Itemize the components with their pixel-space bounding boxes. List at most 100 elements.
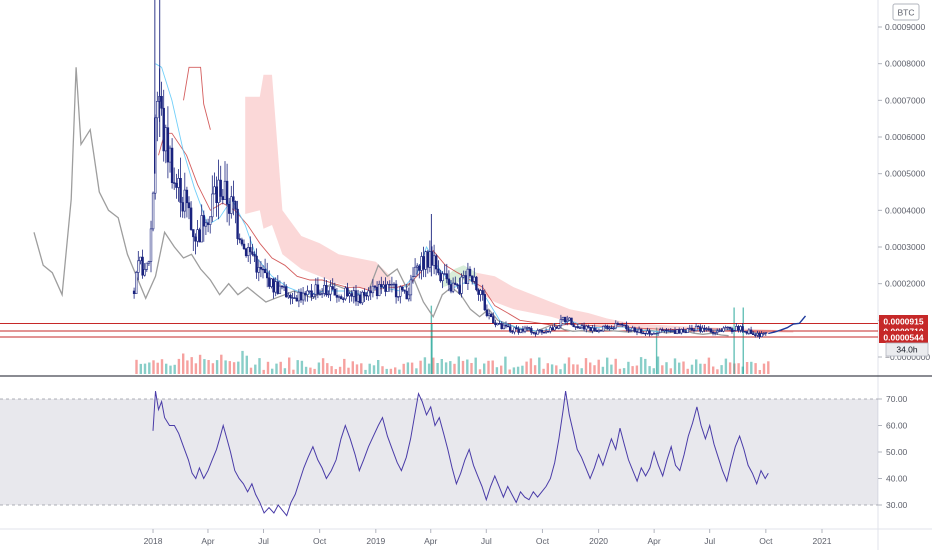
candle-body xyxy=(399,286,402,297)
volume-bar xyxy=(288,357,291,374)
candle-body xyxy=(274,281,277,293)
volume-bar xyxy=(516,366,520,374)
candle-body xyxy=(196,229,199,242)
candle-body xyxy=(164,127,167,152)
volume-bar xyxy=(682,361,685,374)
candle-body xyxy=(259,266,263,270)
candle-body xyxy=(606,325,609,330)
price-tick-label: −0.0000000 xyxy=(885,352,930,362)
candle-body xyxy=(447,278,451,285)
candle-body xyxy=(694,325,698,332)
candle-body xyxy=(498,323,501,325)
candle-body xyxy=(663,329,666,331)
candle-body xyxy=(751,333,755,336)
volume-bar xyxy=(512,367,516,374)
time-tick-label: Oct xyxy=(759,536,773,546)
time-tick-label: Jul xyxy=(704,536,715,546)
candle-body xyxy=(644,332,647,335)
candle-body xyxy=(508,326,512,332)
candle-body xyxy=(540,329,544,333)
volume-bar xyxy=(249,367,253,374)
candle-body xyxy=(327,293,330,296)
candle-body xyxy=(434,255,438,270)
candle-body xyxy=(477,289,480,295)
candle-body xyxy=(637,328,641,333)
candle-body xyxy=(350,293,353,297)
candle-body xyxy=(375,286,379,297)
candle-body xyxy=(460,276,463,294)
candle-body xyxy=(680,329,683,334)
candle-body xyxy=(576,326,580,329)
rsi-series-line xyxy=(152,391,769,517)
candle-body xyxy=(701,327,704,332)
candle-body xyxy=(551,327,554,331)
candle-body xyxy=(677,329,681,334)
candle-body xyxy=(530,328,533,333)
candle-body xyxy=(236,208,239,239)
candle-body xyxy=(173,182,176,184)
candle-body xyxy=(221,196,224,201)
rsi-band-fill xyxy=(0,399,878,505)
candle-body xyxy=(268,277,271,287)
candle-body xyxy=(696,325,700,328)
price-tick-label: 0.0007000 xyxy=(885,95,925,105)
volume-bar xyxy=(631,366,634,374)
countdown-badge: 34.0h xyxy=(885,342,929,357)
candle-body xyxy=(764,332,768,334)
candle-body xyxy=(555,326,558,329)
volume-bar xyxy=(500,365,503,374)
volume-bar xyxy=(639,357,643,374)
price-label: 0.0000544 xyxy=(883,333,923,343)
time-tick-label: Apr xyxy=(201,536,214,546)
candle-body xyxy=(331,286,334,290)
volume-bar xyxy=(296,360,299,374)
candle-body xyxy=(654,332,658,335)
candle-body xyxy=(219,179,222,197)
candle-body xyxy=(369,290,372,294)
candle-body xyxy=(346,287,349,297)
volume-bar xyxy=(334,369,337,374)
candle-body xyxy=(411,276,415,281)
candle-body xyxy=(513,327,516,333)
candle-body xyxy=(703,327,706,330)
candle-body xyxy=(384,284,387,292)
candle-body xyxy=(487,313,491,316)
volume-bar xyxy=(550,364,554,374)
volume-bar xyxy=(415,368,418,374)
volume-bar xyxy=(402,363,405,374)
volume-bar xyxy=(707,357,711,374)
candle-body xyxy=(428,251,432,268)
candle-body xyxy=(568,317,571,321)
candle-body xyxy=(454,282,457,285)
volume-bar xyxy=(347,367,350,374)
candle-body xyxy=(337,296,341,298)
candle-body xyxy=(481,290,484,295)
volume-bar xyxy=(309,367,312,374)
candle-body xyxy=(504,324,508,327)
candle-body xyxy=(525,327,529,329)
volume-bar xyxy=(279,361,282,374)
rsi-tick-label: 40.00 xyxy=(886,474,908,484)
candle-body xyxy=(149,228,153,262)
candle-body xyxy=(401,286,404,291)
candle-body xyxy=(604,325,607,328)
volume-bar xyxy=(198,354,202,374)
candle-body xyxy=(263,268,267,274)
volume-bar xyxy=(542,368,545,374)
candle-body xyxy=(532,331,535,334)
candle-body xyxy=(297,291,301,302)
volume-bar xyxy=(597,359,600,374)
volume-bar xyxy=(364,369,367,374)
volume-bar xyxy=(538,357,541,374)
candle-body xyxy=(318,293,322,295)
candle-body xyxy=(145,262,148,270)
time-axis: 2018 Apr Jul Oct 2019 Apr Jul Oct 2020 Apr Jul Oct 2… xyxy=(144,529,832,546)
candle-body xyxy=(549,327,552,332)
symbol-unit-badge[interactable]: BTC xyxy=(892,3,920,21)
volume-bar xyxy=(410,362,414,374)
candle-body xyxy=(715,330,719,333)
volume-bar xyxy=(377,360,380,374)
candle-body xyxy=(517,328,520,333)
price-tick-label: 0.0002000 xyxy=(885,279,925,289)
candle-body xyxy=(597,330,601,332)
